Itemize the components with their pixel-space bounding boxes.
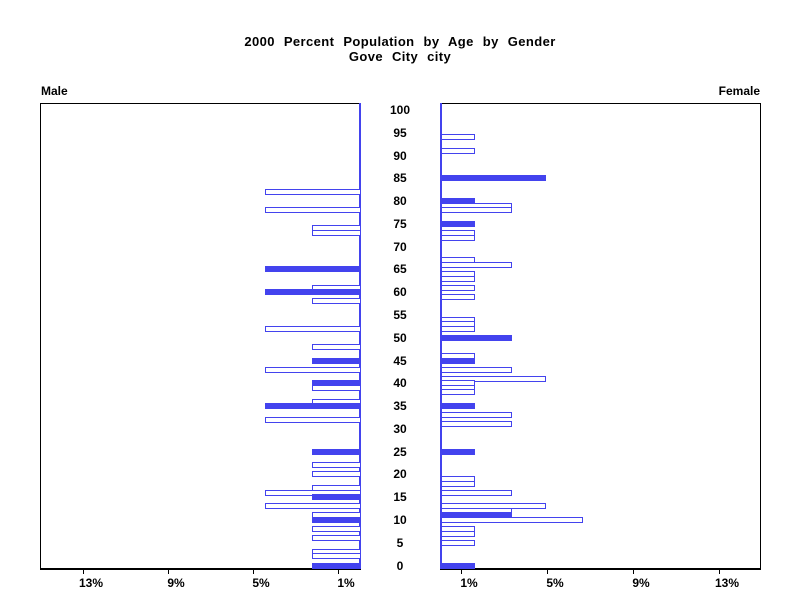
bar-female-age-66 bbox=[441, 261, 512, 268]
age-tick-label-55: 55 bbox=[393, 307, 407, 322]
male-axis-label: Male bbox=[41, 84, 68, 98]
age-tick-label-15: 15 bbox=[393, 490, 407, 505]
bar-male-age-60 bbox=[265, 289, 361, 296]
bar-male-age-25 bbox=[312, 448, 361, 455]
bar-female-age-91 bbox=[441, 147, 475, 154]
male-pct-label-1: 1% bbox=[337, 576, 355, 590]
age-tick-label-5: 5 bbox=[396, 535, 404, 550]
bar-female-age-11 bbox=[441, 512, 512, 519]
bar-male-age-22 bbox=[312, 462, 361, 469]
bar-female-age-78 bbox=[441, 207, 512, 214]
bar-male-age-35 bbox=[265, 403, 361, 410]
bar-male-age-20 bbox=[312, 471, 361, 478]
bar-female-age-72 bbox=[441, 234, 475, 241]
age-tick-label-60: 60 bbox=[393, 285, 407, 300]
bar-female-age-41 bbox=[441, 375, 546, 382]
female-pct-tick-1 bbox=[461, 569, 462, 574]
bar-female-age-25 bbox=[441, 448, 475, 455]
bar-female-age-5 bbox=[441, 539, 475, 546]
bar-male-age-6 bbox=[312, 535, 361, 542]
bar-male-age-0 bbox=[312, 562, 361, 569]
male-pct-tick-9 bbox=[168, 569, 169, 574]
bar-male-age-52 bbox=[265, 325, 361, 332]
bar-female-age-10 bbox=[441, 516, 583, 523]
bar-female-age-45 bbox=[441, 357, 475, 364]
bar-female-age-94 bbox=[441, 134, 475, 141]
bar-female-age-43 bbox=[441, 366, 512, 373]
bar-male-age-78 bbox=[265, 207, 361, 214]
bar-female-age-31 bbox=[441, 421, 512, 428]
bar-male-age-32 bbox=[265, 416, 361, 423]
male-plot-area bbox=[40, 103, 361, 570]
bar-female-age-85 bbox=[441, 175, 546, 182]
bar-male-age-8 bbox=[312, 526, 361, 533]
bar-male-age-48 bbox=[312, 343, 361, 350]
female-pct-label-1: 1% bbox=[460, 576, 478, 590]
age-tick-label-50: 50 bbox=[393, 330, 407, 345]
female-pct-label-13: 13% bbox=[714, 576, 740, 590]
female-plot-area bbox=[440, 103, 761, 570]
bar-female-age-80 bbox=[441, 198, 475, 205]
bar-female-age-35 bbox=[441, 403, 475, 410]
bar-female-age-59 bbox=[441, 293, 475, 300]
female-pct-tick-5 bbox=[547, 569, 548, 574]
bar-female-age-0 bbox=[441, 562, 475, 569]
age-tick-label-65: 65 bbox=[393, 262, 407, 277]
bar-male-age-45 bbox=[312, 357, 361, 364]
bar-male-age-2 bbox=[312, 553, 361, 560]
bar-female-age-16 bbox=[441, 489, 512, 496]
age-tick-label-90: 90 bbox=[393, 148, 407, 163]
bar-male-age-10 bbox=[312, 516, 361, 523]
age-tick-label-0: 0 bbox=[396, 558, 404, 573]
male-pct-tick-5 bbox=[253, 569, 254, 574]
age-tick-label-80: 80 bbox=[393, 194, 407, 209]
age-tick-label-10: 10 bbox=[393, 512, 407, 527]
male-pct-label-5: 5% bbox=[252, 576, 270, 590]
age-tick-label-95: 95 bbox=[393, 125, 407, 140]
age-tick-label-85: 85 bbox=[393, 171, 407, 186]
age-tick-label-75: 75 bbox=[393, 216, 407, 231]
bar-male-age-73 bbox=[312, 229, 361, 236]
bar-female-age-7 bbox=[441, 530, 475, 537]
male-pct-label-9: 9% bbox=[167, 576, 185, 590]
male-age-axis-line bbox=[359, 103, 361, 569]
bar-male-age-58 bbox=[312, 298, 361, 305]
age-tick-label-30: 30 bbox=[393, 421, 407, 436]
age-tick-label-40: 40 bbox=[393, 376, 407, 391]
female-axis-label: Female bbox=[718, 84, 760, 98]
bar-male-age-65 bbox=[265, 266, 361, 273]
age-tick-label-70: 70 bbox=[393, 239, 407, 254]
age-tick-label-20: 20 bbox=[393, 467, 407, 482]
bar-female-age-33 bbox=[441, 412, 512, 419]
age-tick-label-45: 45 bbox=[393, 353, 407, 368]
bar-female-age-38 bbox=[441, 389, 475, 396]
age-tick-label-25: 25 bbox=[393, 444, 407, 459]
bar-male-age-82 bbox=[265, 188, 361, 195]
female-pct-tick-9 bbox=[633, 569, 634, 574]
female-pct-label-5: 5% bbox=[546, 576, 564, 590]
bar-male-age-40 bbox=[312, 380, 361, 387]
bar-male-age-13 bbox=[265, 503, 361, 510]
bar-female-age-61 bbox=[441, 284, 475, 291]
chart-title: 2000 Percent Population by Age by Gender… bbox=[0, 34, 800, 64]
age-tick-label-35: 35 bbox=[393, 399, 407, 414]
bar-male-age-15 bbox=[312, 494, 361, 501]
male-pct-tick-13 bbox=[83, 569, 84, 574]
female-pct-label-9: 9% bbox=[632, 576, 650, 590]
bar-female-age-75 bbox=[441, 220, 475, 227]
bar-female-age-18 bbox=[441, 480, 475, 487]
bar-male-age-43 bbox=[265, 366, 361, 373]
male-pct-label-13: 13% bbox=[78, 576, 104, 590]
bar-female-age-63 bbox=[441, 275, 475, 282]
bar-female-age-50 bbox=[441, 334, 512, 341]
female-pct-tick-13 bbox=[719, 569, 720, 574]
bar-female-age-52 bbox=[441, 325, 475, 332]
male-pct-tick-1 bbox=[338, 569, 339, 574]
age-tick-label-100: 100 bbox=[389, 103, 411, 117]
chart-title-line2: Gove City city bbox=[348, 49, 452, 64]
chart-title-line1: 2000 Percent Population by Age by Gender bbox=[244, 34, 556, 49]
bar-male-age-39 bbox=[312, 384, 361, 391]
